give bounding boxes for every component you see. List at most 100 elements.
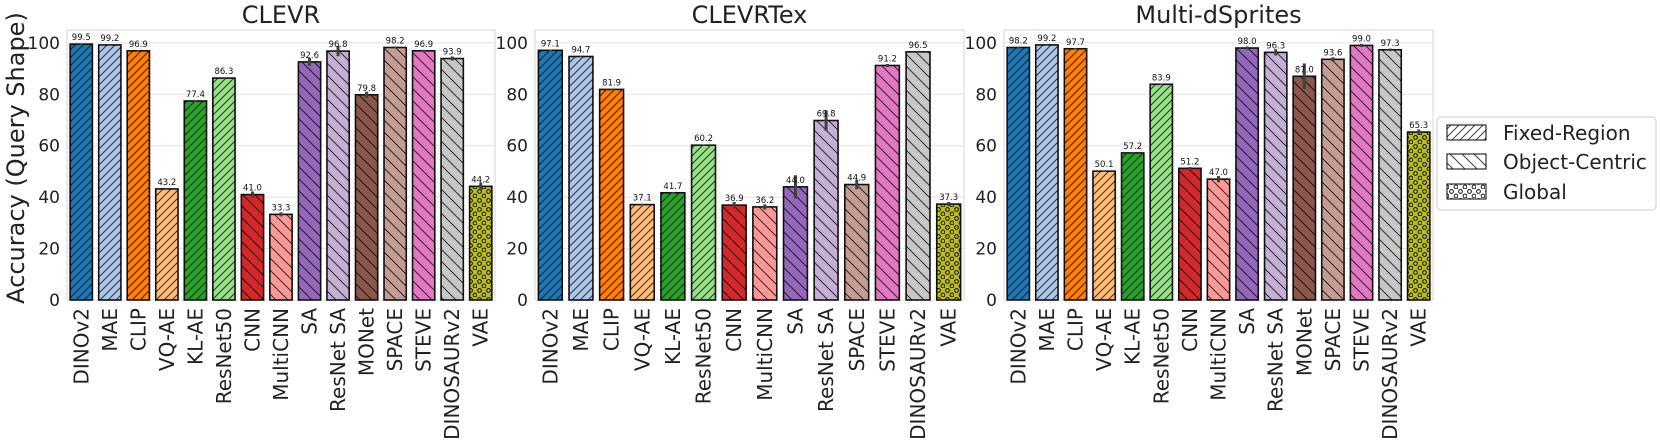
- value-label-kl-ae: 41.7: [663, 182, 682, 192]
- value-label-steve: 96.9: [414, 40, 433, 50]
- panel-title: CLEVR: [242, 1, 320, 29]
- bar-hatch-cnn: [1178, 168, 1202, 300]
- x-tick-label-mae: MAE: [569, 308, 593, 352]
- value-label-vq-ae: 37.1: [633, 194, 652, 204]
- chart-panel-clevr: CLEVR 0 20 40 60 80 100 99.5 DINOv2 99.2 MAE 96.9 CL…: [28, 1, 496, 440]
- value-label-dinov2: 98.2: [1009, 36, 1028, 46]
- bar-hatch-sa: [783, 186, 808, 300]
- x-tick-label-resnet-sa: ResNet SA: [1264, 308, 1288, 412]
- value-label-dinosaurv2: 96.5: [909, 41, 928, 51]
- value-label-cnn: 36.9: [725, 194, 744, 204]
- x-tick-label-monet: MONet: [1292, 308, 1316, 376]
- bar-hatch-dinov2: [70, 44, 93, 301]
- bar-hatch-space: [844, 184, 869, 300]
- bar-hatch-vq-ae: [155, 188, 178, 300]
- bar-hatch-clip: [599, 89, 624, 301]
- y-tick-label: 80: [506, 85, 528, 105]
- y-tick-label: 20: [38, 240, 60, 260]
- x-tick-label-resnet50: ResNet50: [1149, 308, 1173, 404]
- x-tick-label-steve: STEVE: [412, 308, 436, 372]
- x-tick-label-space: SPACE: [1321, 308, 1345, 371]
- bar-hatch-monet: [1293, 76, 1316, 301]
- bar-hatch-resnet50: [212, 78, 236, 300]
- bar-hatch-kl-ae: [1121, 152, 1144, 300]
- value-label-sa: 98.0: [1238, 37, 1257, 47]
- value-label-vae: 65.3: [1409, 121, 1428, 131]
- legend-label-fixed-region: Fixed-Region: [1503, 121, 1631, 145]
- x-tick-label-multicnn: MultiCNN: [753, 308, 777, 401]
- x-tick-label-dinov2: DINOv2: [1006, 308, 1030, 385]
- bar-hatch-resnet-sa: [814, 120, 839, 300]
- x-tick-label-space: SPACE: [383, 308, 407, 371]
- bar-hatch-clip: [1064, 48, 1087, 301]
- x-tick-label-clip: CLIP: [1064, 308, 1088, 351]
- legend-item-fixed-region: Fixed-Region: [1446, 121, 1631, 145]
- value-label-resnet50: 60.2: [694, 134, 713, 144]
- value-label-mae: 99.2: [1037, 34, 1056, 44]
- x-tick-label-resnet50: ResNet50: [212, 308, 236, 404]
- x-tick-label-dinosaurv2: DINOSAURv2: [906, 308, 930, 440]
- value-label-dinosaurv2: 93.9: [443, 48, 462, 58]
- value-label-multicnn: 47.0: [1209, 168, 1228, 178]
- bar-hatch-kl-ae: [184, 100, 207, 300]
- value-label-dinosaurv2: 97.3: [1381, 39, 1400, 49]
- legend-label-object-centric: Object-Centric: [1503, 150, 1647, 174]
- bar-hatch-dinosaurv2: [441, 58, 464, 300]
- bar-hatch-monet: [355, 94, 378, 300]
- y-tick-label: 40: [38, 188, 60, 208]
- value-label-kl-ae: 57.2: [1123, 142, 1142, 152]
- bar-hatch-cnn: [722, 205, 747, 300]
- bar-hatch-space: [1321, 59, 1345, 300]
- x-tick-label-sa: SA: [298, 308, 322, 335]
- y-tick-label: 0: [49, 291, 60, 311]
- legend-swatch-global: [1446, 183, 1487, 200]
- y-tick-label: 40: [506, 188, 528, 208]
- y-tick-label: 80: [38, 85, 60, 105]
- x-tick-label-dinov2: DINOv2: [538, 308, 562, 385]
- legend-swatch-fixed-region: [1446, 124, 1487, 141]
- value-label-vae: 44.2: [471, 175, 490, 185]
- x-tick-label-vq-ae: VQ-AE: [630, 308, 654, 371]
- x-tick-label-dinosaurv2: DINOSAURv2: [1378, 308, 1402, 440]
- bar-hatch-resnet-sa: [1264, 52, 1287, 300]
- x-tick-label-sa: SA: [783, 308, 807, 335]
- value-label-steve: 91.2: [878, 54, 897, 64]
- value-label-kl-ae: 77.4: [186, 90, 205, 100]
- x-tick-label-resnet50: ResNet50: [692, 308, 716, 404]
- bar-hatch-resnet50: [691, 145, 716, 300]
- value-label-steve: 99.0: [1352, 34, 1371, 44]
- x-tick-label-dinov2: DINOv2: [69, 308, 93, 385]
- value-label-dinov2: 99.5: [72, 33, 91, 43]
- bar-hatch-steve: [1350, 45, 1373, 300]
- x-tick-label-resnet-sa: ResNet SA: [326, 308, 350, 412]
- value-label-clip: 81.9: [602, 78, 621, 88]
- legend-item-global: Global: [1446, 180, 1567, 204]
- y-tick-label: 0: [517, 291, 528, 311]
- value-label-multicnn: 36.2: [755, 196, 774, 206]
- bar-hatch-resnet50: [1150, 84, 1173, 300]
- x-tick-label-vq-ae: VQ-AE: [1092, 308, 1116, 371]
- value-label-sa: 44.0: [786, 176, 805, 186]
- bar-hatch-mae: [1035, 44, 1059, 300]
- x-tick-label-space: SPACE: [845, 308, 869, 371]
- value-label-sa: 92.6: [300, 51, 319, 61]
- x-tick-label-cnn: CNN: [1178, 308, 1202, 352]
- x-tick-label-vae: VAE: [469, 308, 493, 347]
- bar-hatch-sa: [1235, 48, 1259, 300]
- y-tick-label: 60: [38, 137, 60, 157]
- x-tick-label-vae: VAE: [937, 308, 961, 347]
- value-label-resnet50: 83.9: [1152, 73, 1171, 83]
- bar-hatch-kl-ae: [660, 192, 685, 300]
- legend-item-object-centric: Object-Centric: [1446, 150, 1647, 174]
- bar-hatch-vae: [469, 186, 492, 300]
- x-tick-label-cnn: CNN: [240, 308, 264, 352]
- x-tick-label-clip: CLIP: [126, 308, 150, 351]
- bar-hatch-multicnn: [269, 214, 293, 300]
- bar-hatch-space: [384, 47, 407, 300]
- bar-hatch-sa: [298, 61, 321, 301]
- panel-title: CLEVRTex: [692, 1, 808, 29]
- x-tick-label-monet: MONet: [355, 308, 379, 376]
- bar-hatch-mae: [98, 44, 121, 300]
- value-label-resnet50: 86.3: [214, 67, 233, 77]
